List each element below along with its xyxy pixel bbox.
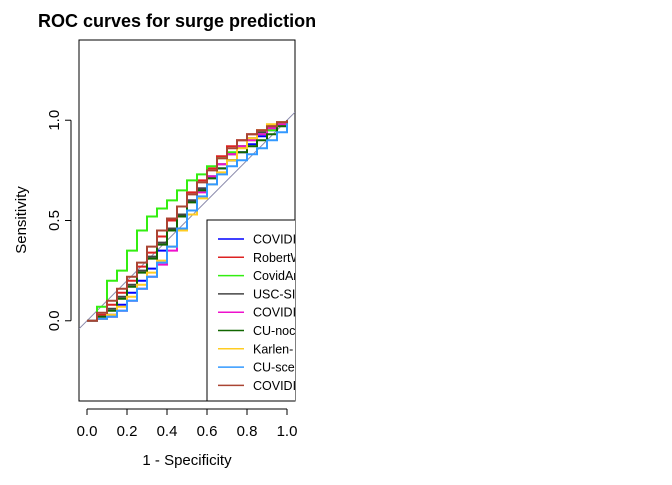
x-tick-label: 0.8: [237, 423, 258, 440]
legend-label: COVIDI: [253, 379, 296, 393]
x-axis-label: 1 - Specificity: [142, 452, 232, 469]
x-tick-label: 1.0: [277, 423, 298, 440]
legend-label: COVIDI: [253, 306, 296, 320]
y-tick-label: 0.0: [46, 310, 63, 331]
legend: COVIDI RobertW CovidAr USC-SI COVIDI CU-noc Ka…: [206, 219, 303, 401]
y-tick-label: 0.5: [46, 210, 63, 231]
legend-box: [206, 219, 295, 401]
legend-label: CovidAr: [253, 269, 297, 283]
chart-title: ROC curves for surge prediction: [38, 11, 316, 31]
series-line-9: [87, 120, 288, 322]
x-tick-label: 0.2: [117, 423, 138, 440]
legend-label: CU-noc: [253, 324, 295, 338]
x-tick-label: 0.6: [197, 423, 218, 440]
axes: 0.0 0.2 0.4 0.6 0.8 1.0 0.0 0.5 1.0: [46, 110, 297, 440]
y-tick-label: 1.0: [46, 110, 63, 131]
x-tick-label: 0.0: [77, 423, 98, 440]
legend-label: RobertW: [253, 251, 303, 265]
legend-label: COVIDI: [253, 233, 296, 247]
plot-area: [79, 111, 295, 330]
series-line-8: [87, 120, 288, 322]
y-axis-label: Sensitivity: [13, 186, 30, 254]
legend-label: Karlen-: [253, 342, 293, 356]
x-tick-label: 0.4: [157, 423, 178, 440]
legend-label: USC-SI: [253, 287, 295, 301]
legend-label: CU-sce: [253, 361, 295, 375]
